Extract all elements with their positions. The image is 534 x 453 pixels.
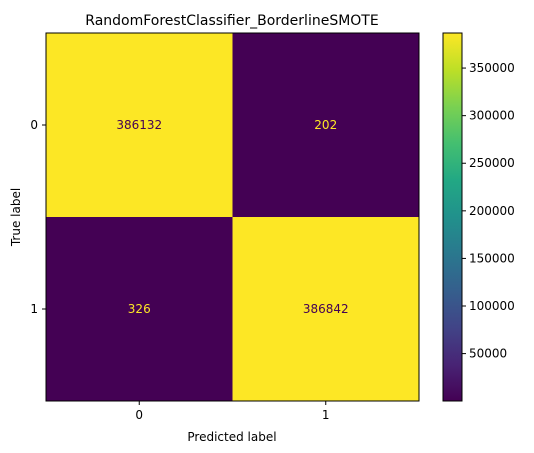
plot-frame [45, 32, 420, 402]
heatmap-cell-labels: 386132 202 326 386842 [116, 118, 348, 316]
heatmap-cell-r0-c0 [46, 33, 233, 217]
x-tick-label-1: 1 [322, 408, 330, 422]
y-axis-label: True label [9, 188, 23, 247]
cell-value-label-r1-c1: 386842 [303, 302, 349, 316]
colorbar-tick-label-300000: 300000 [469, 109, 515, 123]
heatmap-cell-r0-c1 [232, 33, 419, 217]
heatmap-cells [46, 33, 419, 401]
cell-value-label-r0-c1: 202 [314, 118, 337, 132]
y-axis-ticks: 01 [30, 118, 46, 316]
x-axis-label: Predicted label [187, 430, 276, 444]
heatmap-cell-r1-c1 [232, 217, 419, 401]
y-tick-label-0: 0 [30, 118, 38, 132]
colorbar-tick-label-350000: 350000 [469, 61, 515, 75]
heatmap-cell-r1-c0 [46, 217, 233, 401]
colorbar-tick-label-200000: 200000 [469, 204, 515, 218]
colorbar-tick-label-150000: 150000 [469, 251, 515, 265]
colorbar-ticks: 50000 100000 150000 200000 250000 300000 35000… [462, 61, 515, 361]
x-tick-label-0: 0 [135, 408, 143, 422]
colorbar-tick-label-50000: 50000 [469, 347, 507, 361]
colorbar [442, 32, 463, 402]
cell-value-label-r1-c0: 326 [128, 302, 151, 316]
colorbar-tick-label-250000: 250000 [469, 156, 515, 170]
cell-value-label-r0-c0: 386132 [116, 118, 162, 132]
colorbar-tick-label-100000: 100000 [469, 299, 515, 313]
chart-title: RandomForestClassifier_BorderlineSMOTE [85, 13, 378, 29]
y-tick-label-1: 1 [30, 302, 38, 316]
